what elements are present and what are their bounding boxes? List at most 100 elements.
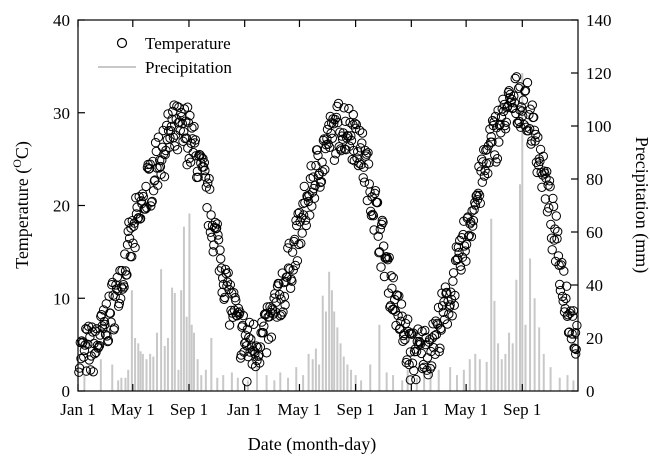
temperature-point-688 [545,182,555,192]
temperature-point-99 [142,203,152,213]
temperature-point-0 [74,367,84,377]
temperature-point-599 [484,158,494,168]
temperature-point-309 [285,283,296,293]
temperature-point-707 [558,296,568,306]
temperature-point-725 [570,328,581,338]
temperature-point-655 [522,77,533,88]
temperature-point-535 [440,282,451,292]
temperature-point-602 [486,132,496,142]
temperature-point-264 [255,358,265,368]
temperature-point-513 [425,363,435,374]
temperature-point-208 [216,263,227,273]
temperature-point-713 [562,311,572,321]
temperature-point-423 [363,159,374,169]
temperature-point-523 [432,318,442,329]
temperature-point-569 [463,231,474,242]
temperature-point-252 [246,341,257,351]
x-tick-label-1: May 1 [111,400,155,419]
temperature-point-70 [122,270,132,280]
temperature-point-563 [459,241,470,251]
y-left-tick-label-0: 0 [62,382,71,401]
temperature-point-410 [355,125,365,136]
temperature-point-685 [543,180,553,190]
temperature-point-126 [160,149,170,160]
temperature-point-484 [405,347,416,357]
temperature-point-359 [320,164,330,175]
temperature-point-328 [298,210,309,220]
temperature-point-726 [571,344,581,355]
temperature-point-526 [434,346,444,357]
temperature-point-188 [203,178,213,188]
temperature-point-555 [454,247,464,258]
temperature-point-681 [540,194,551,204]
temperature-point-366 [324,142,335,153]
y-right-tick-label-0: 0 [586,382,595,401]
temperature-point-16 [85,332,95,342]
temperature-point-56 [112,272,123,282]
temperature-point-502 [418,363,428,374]
temperature-point-580 [471,191,481,201]
temperature-point-498 [415,337,425,348]
temperature-point-589 [477,177,487,187]
temperature-point-90 [135,213,146,224]
temperature-point-120 [156,169,166,180]
temperature-point-493 [411,346,422,357]
temperature-point-519 [429,331,440,341]
temperature-point-201 [211,223,222,233]
temperature-point-695 [550,224,560,234]
temperature-point-487 [407,358,418,368]
temperature-point-116 [153,132,164,142]
temperature-point-115 [153,180,163,190]
temperature-point-30 [94,341,105,351]
temperature-point-119 [155,161,166,172]
temperature-point-108 [148,156,158,167]
temperature-point-41 [102,331,112,341]
temperature-point-479 [402,355,412,365]
temperature-point-429 [368,209,378,220]
temperature-point-17 [85,365,96,375]
temperature-point-703 [555,285,566,296]
temperature-point-728 [182,102,193,112]
y-left-tick-label-3: 30 [53,104,70,123]
temperature-point-251 [246,334,256,344]
y-right-tick-label-5: 100 [586,117,612,136]
temperature-point-699 [553,226,563,237]
temperature-point-301 [280,300,290,310]
temperature-point-77 [127,252,137,262]
temperature-point-683 [542,166,552,177]
temperature-point-372 [329,119,339,129]
temperature-point-471 [396,299,407,309]
temperature-point-600 [485,124,495,134]
temperature-point-575 [468,221,478,231]
y-axis-right-title: Precipitation (mm) [631,137,650,273]
temperature-point-163 [185,157,196,168]
temperature-point-606 [489,117,499,127]
temperature-point-673 [535,156,545,167]
temperature-point-576 [468,215,479,226]
temperature-point-698 [552,234,562,244]
temperature-point-283 [268,305,278,315]
temperature-point-38 [100,319,110,330]
temperature-point-504 [419,362,429,372]
temperature-point-319 [292,256,303,266]
temperature-point-664 [529,112,539,123]
temperature-point-338 [305,173,316,184]
temperature-point-121 [157,155,167,165]
temperature-point-107 [147,196,157,207]
temperature-point-352 [315,182,325,192]
temperature-point-687 [544,176,555,186]
temperature-point-635 [509,91,519,101]
temperature-point-690 [546,233,557,243]
temperature-point-517 [428,319,438,329]
x-tick-label-0: Jan 1 [60,400,95,419]
temperature-point-731 [405,375,416,385]
temperature-point-207 [216,254,226,264]
temperature-point-98 [141,181,151,192]
temperature-point-729 [348,109,358,120]
temperature-point-74 [124,233,135,244]
y-axis-left-title: Temperature (OC) [10,141,33,269]
temperature-point-197 [209,240,219,250]
temperature-point-697 [551,211,561,221]
temperature-point-326 [297,228,307,238]
temperature-point-13 [83,339,93,349]
